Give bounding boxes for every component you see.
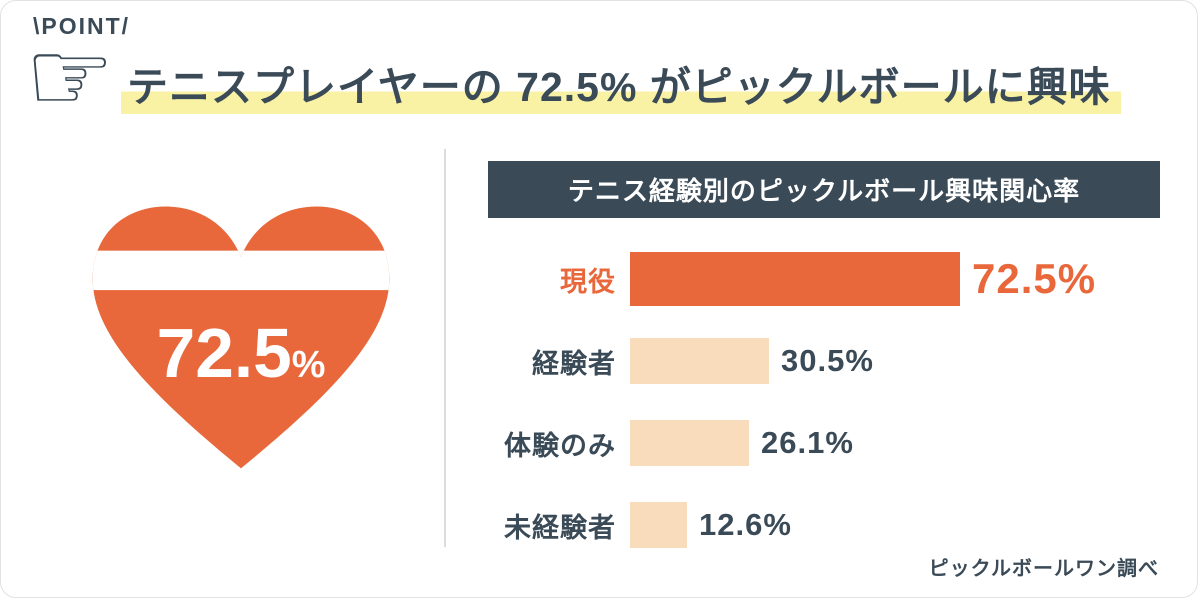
- heart-figure: 72.5%: [83, 197, 399, 481]
- vertical-divider: [444, 149, 446, 547]
- bar-value: 72.5%: [972, 255, 1097, 302]
- bar-label: 経験者: [532, 348, 616, 379]
- chart-title: テニス経験別のピックルボール興味関心率: [488, 161, 1160, 218]
- bar-label: 未経験者: [504, 512, 616, 543]
- bar: [630, 338, 769, 384]
- pointing-hand-icon: ☞: [25, 21, 115, 133]
- heart-percentage-number: 72.5: [157, 314, 292, 392]
- heart-icon: 72.5%: [92, 206, 390, 469]
- heart-percentage-sign: %: [292, 344, 326, 386]
- bar-row-trial-only: 体験のみ 26.1%: [488, 416, 1160, 470]
- bar: [630, 420, 749, 466]
- source-credit: ピックルボールワン調べ: [928, 558, 1159, 580]
- bar: [630, 252, 960, 306]
- bar-row-no-experience: 未経験者 12.6%: [488, 498, 1160, 552]
- bar-value: 30.5%: [781, 343, 874, 378]
- bar-chart-section: テニス経験別のピックルボール興味関心率 現役 72.5% 経験者 30.5% 体…: [488, 161, 1160, 580]
- heart-percentage: 72.5%: [157, 314, 326, 392]
- bar-value: 12.6%: [699, 507, 792, 542]
- bar: [630, 502, 687, 548]
- bar-row-experienced: 経験者 30.5%: [488, 334, 1160, 388]
- point-label: \POINT/: [33, 13, 131, 39]
- bar-label: 現役: [560, 266, 616, 297]
- headline: テニスプレイヤーの 72.5% がピックルボールに興味: [121, 53, 1121, 114]
- bar-value: 26.1%: [761, 425, 854, 460]
- heart-white-band: [92, 250, 390, 291]
- headline-text: テニスプレイヤーの 72.5% がピックルボールに興味: [121, 64, 1121, 114]
- bar-label: 体験のみ: [504, 430, 616, 461]
- bar-row-active: 現役 72.5%: [488, 252, 1160, 306]
